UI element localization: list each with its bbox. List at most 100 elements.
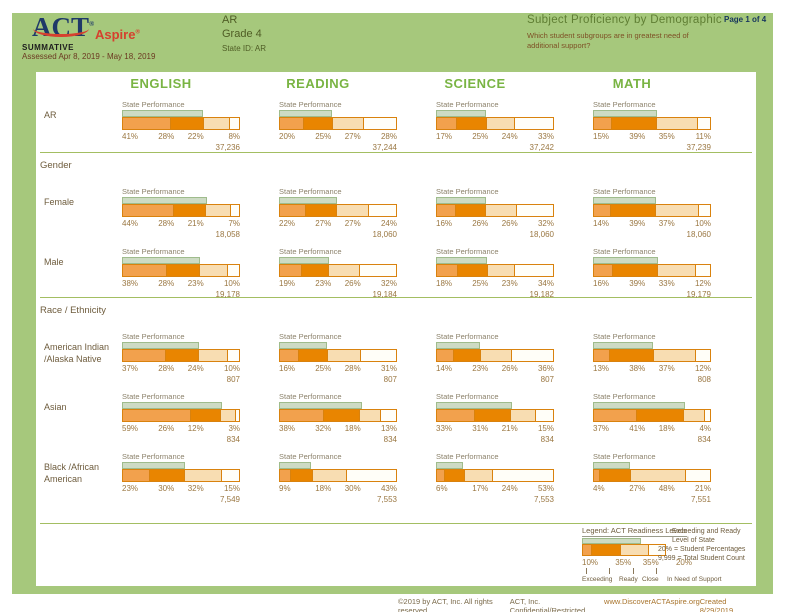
performance-cell: State Performance 23% 30% 32% 15% 7,549: [122, 452, 240, 504]
bar-segment-exceeding: [583, 545, 591, 555]
bar-segment-in-need-of-support: [535, 410, 554, 421]
percentage-exceeding: 9%: [279, 484, 291, 493]
total-student-count: 18,058: [215, 230, 240, 239]
legend: Exceeding Ready Close In Need of Support…: [582, 538, 722, 583]
percentage-ready: 26%: [472, 219, 489, 228]
section-divider: [40, 152, 752, 153]
segment-percentages: 18% 25% 23% 34%: [436, 279, 554, 289]
state-id: State ID: AR: [222, 44, 267, 53]
segment-percentages: 16% 25% 28% 31%: [279, 364, 397, 374]
percentage-exceeding: 4%: [593, 484, 605, 493]
bar-segment-close: [327, 350, 360, 361]
bar-segment-exceeding: [594, 205, 610, 216]
percentage-in-need-of-support: 12%: [694, 364, 711, 373]
bar-segment-exceeding: [280, 410, 323, 421]
bar-segment-ready: [443, 470, 464, 481]
bar-segment-ready: [165, 350, 199, 361]
bar-segment-in-need-of-support: [695, 350, 710, 361]
readiness-bar: [279, 264, 397, 277]
percentage-close: 21%: [187, 219, 204, 228]
percentage-exceeding: 14%: [436, 364, 453, 373]
percentage-in-need-of-support: 11%: [695, 132, 711, 141]
percentage-in-need-of-support: 10%: [223, 364, 240, 373]
state-performance-label: State Performance: [436, 452, 499, 461]
program-label: SUMMATIVE: [22, 43, 74, 52]
total-student-count: 834: [540, 435, 554, 444]
bar-segment-ready: [635, 410, 684, 421]
percentage-ready: 25%: [472, 279, 489, 288]
percentage-exceeding: 22%: [279, 219, 296, 228]
performance-cell: State Performance 13% 38% 37% 12% 808: [593, 332, 711, 384]
total-student-count: 807: [226, 375, 240, 384]
percentage-close: 30%: [344, 484, 361, 493]
percentage-ready: 23%: [472, 364, 489, 373]
segment-percentages: 20% 25% 27% 28%: [279, 132, 397, 142]
bar-segment-close: [311, 470, 347, 481]
state-performance-label: State Performance: [279, 247, 342, 256]
exceeding-ready-overlay: [279, 197, 337, 204]
percentage-ready: 28%: [158, 364, 175, 373]
registered-mark-icon: ®: [135, 29, 140, 36]
segment-percentages: 33% 31% 21% 15%: [436, 424, 554, 434]
performance-cell: State Performance 6% 17% 24% 53% 7,553: [436, 452, 554, 504]
segment-percentages: 19% 23% 26% 32%: [279, 279, 397, 289]
bar-segment-exceeding: [280, 265, 302, 276]
exceeding-ready-overlay: [593, 462, 630, 469]
percentage-ready: 38%: [629, 364, 646, 373]
bar-segment-close: [510, 410, 536, 421]
total-student-count: 834: [226, 435, 240, 444]
performance-cell: State Performance 14% 39% 37% 10% 18,060: [593, 187, 711, 239]
bar-segment-close: [619, 545, 649, 555]
percentage-in-need-of-support: 31%: [380, 364, 397, 373]
bar-segment-close: [220, 410, 235, 421]
bar-segment-in-need-of-support: [221, 470, 239, 481]
percentage-in-need-of-support: 28%: [380, 132, 397, 141]
performance-cell: State Performance 37% 41% 18% 4% 834: [593, 392, 711, 444]
bar-segment-in-need-of-support: [359, 350, 396, 361]
readiness-bar: [122, 469, 240, 482]
readiness-bar: [582, 544, 666, 556]
readiness-bar: [436, 117, 554, 130]
bar-segment-in-need-of-support: [648, 545, 666, 555]
segment-percentages: 37% 41% 18% 4%: [593, 424, 711, 434]
percentage-ready: 39%: [629, 132, 646, 141]
bar-segment-in-need-of-support: [363, 118, 396, 129]
bar-segment-ready: [166, 265, 200, 276]
state-performance-label: State Performance: [593, 452, 656, 461]
percentage-exceeding: 6%: [436, 484, 448, 493]
performance-cell: State Performance 15% 39% 35% 11% 37,239: [593, 100, 711, 152]
exceeding-ready-overlay: [593, 197, 656, 204]
percentage-exceeding: 19%: [279, 279, 296, 288]
percentage-exceeding: 37%: [122, 364, 139, 373]
state-performance-label: State Performance: [122, 100, 185, 109]
bar-segment-ready: [189, 410, 221, 421]
readiness-bar: [122, 349, 240, 362]
percentage-close: 27%: [344, 219, 361, 228]
total-student-count: 807: [383, 375, 397, 384]
percentage-exceeding: 38%: [122, 279, 139, 288]
percentage-exceeding: 15%: [593, 132, 610, 141]
state-performance-label: State Performance: [593, 392, 656, 401]
bar-segment-exceeding: [594, 410, 636, 421]
exceeding-ready-overlay: [279, 257, 329, 264]
state-performance-label: State Performance: [122, 332, 185, 341]
subject-header-reading: READING: [286, 76, 350, 91]
section-divider: [40, 297, 752, 298]
readiness-bar: [122, 204, 240, 217]
exceeding-ready-overlay: [122, 197, 207, 204]
bar-segment-close: [336, 205, 368, 216]
segment-percentages: 22% 27% 27% 24%: [279, 219, 397, 229]
percentage-ready: 25%: [472, 132, 489, 141]
percentage-close: 35%: [642, 558, 659, 567]
readiness-bar: [436, 204, 554, 217]
percentage-close: 21%: [501, 424, 518, 433]
bar-segment-ready: [609, 205, 655, 216]
percentage-exceeding: 33%: [436, 424, 453, 433]
state-performance-label: State Performance: [436, 392, 499, 401]
page-number: Page 1 of 4: [724, 15, 767, 24]
percentage-close: 18%: [344, 424, 361, 433]
assessment-window: Assessed Apr 8, 2019 - May 18, 2019: [22, 52, 156, 61]
legend-label-close: Close: [642, 576, 659, 583]
bar-segment-close: [198, 350, 227, 361]
legend-label-in-need-of-support: In Need of Support: [667, 576, 722, 583]
